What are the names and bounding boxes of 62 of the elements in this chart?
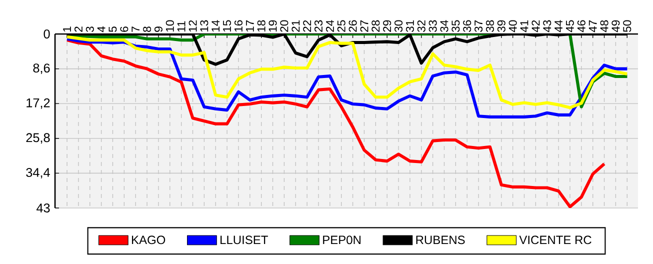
x-tick-label: 17 xyxy=(246,20,254,32)
x-tick-label: 45 xyxy=(566,20,574,32)
x-tick-label: 27 xyxy=(360,20,368,32)
y-tick-label: 8,6 xyxy=(33,64,50,74)
legend-label: KAGO xyxy=(132,236,166,244)
x-tick-label: 22 xyxy=(303,20,312,32)
x-tick-label: 38 xyxy=(486,20,494,32)
x-tick-label: 46 xyxy=(577,20,586,32)
x-tick-label: 20 xyxy=(280,20,288,32)
x-tick-label: 33 xyxy=(428,20,437,32)
x-tick-label: 6 xyxy=(120,26,128,32)
x-tick-label: 24 xyxy=(326,20,334,32)
x-tick-label: 43 xyxy=(543,20,552,32)
x-tick-label: 49 xyxy=(612,20,620,32)
x-tick-label: 19 xyxy=(268,20,277,32)
x-tick-label: 21 xyxy=(292,20,300,32)
y-tick-label: 25,8 xyxy=(26,133,50,144)
x-tick-label: 25 xyxy=(337,20,346,32)
y-tick-label: 17,2 xyxy=(26,98,50,109)
x-tick-label: 16 xyxy=(234,20,242,32)
x-tick-label: 47 xyxy=(588,20,597,32)
x-tick-label: 11 xyxy=(177,21,186,32)
y-tick-label: 34,4 xyxy=(26,168,50,178)
x-tick-label: 3 xyxy=(86,26,94,32)
x-tick-label: 18 xyxy=(257,20,266,32)
x-tick-label: 1 xyxy=(63,26,71,32)
x-tick-label: 9 xyxy=(154,26,162,32)
x-tick-label: 39 xyxy=(497,20,506,32)
x-tick-label: 40 xyxy=(508,20,517,32)
x-tick-label: 42 xyxy=(532,20,540,32)
x-tick-label: 44 xyxy=(554,20,562,32)
y-tick-label: 43 xyxy=(36,204,50,212)
x-tick-label: 34 xyxy=(440,20,448,32)
x-tick-label: 15 xyxy=(223,20,231,32)
x-tick-label: 48 xyxy=(600,20,608,32)
x-tick-label: 5 xyxy=(108,26,117,32)
x-tick-label: 35 xyxy=(452,20,460,32)
line-series xyxy=(65,38,606,208)
x-tick-label: 30 xyxy=(394,20,403,32)
legend-label: LLUISET xyxy=(220,236,268,244)
x-tick-label: 26 xyxy=(348,20,357,32)
x-tick-label: 37 xyxy=(474,20,483,32)
x-tick-label: 32 xyxy=(417,20,426,32)
legend-label: PEP0N xyxy=(323,236,360,244)
x-tick-label: 7 xyxy=(132,26,140,32)
x-tick-label: 8 xyxy=(143,26,152,32)
x-tick-label: 31 xyxy=(406,20,414,32)
x-tick-label: 50 xyxy=(623,20,632,32)
legend-label: RUBENS xyxy=(416,236,465,244)
x-tick-label: 28 xyxy=(372,20,380,32)
legend-label: VICENTE RC xyxy=(519,236,592,244)
x-tick-label: 29 xyxy=(383,20,392,32)
x-tick-label: 14 xyxy=(212,20,220,32)
x-tick-label: 2 xyxy=(74,26,82,32)
x-tick-label: 10 xyxy=(166,20,174,32)
x-tick-label: 36 xyxy=(463,20,472,32)
x-tick-label: 13 xyxy=(200,20,208,32)
y-tick-label: 0 xyxy=(44,30,50,38)
x-tick-label: 23 xyxy=(314,20,322,32)
x-tick-label: 4 xyxy=(97,26,106,32)
x-tick-label: 12 xyxy=(188,20,197,32)
x-tick-label: 41 xyxy=(520,20,528,32)
